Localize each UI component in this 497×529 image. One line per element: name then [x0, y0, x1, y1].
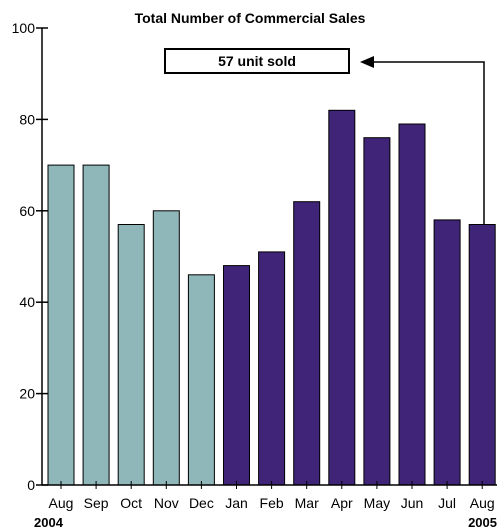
- bar-feb-6: [258, 251, 286, 486]
- x-tick-label: Aug: [49, 495, 74, 511]
- bar-dec-4: [187, 274, 215, 486]
- x-tick-label: May: [364, 495, 390, 511]
- y-tick-label: 0: [27, 477, 35, 493]
- x-tick-label: Jul: [438, 495, 456, 511]
- y-tick-label: 80: [19, 111, 35, 127]
- x-tick-label: Jan: [225, 495, 248, 511]
- x-tick-label: Sep: [84, 495, 109, 511]
- annotation-box: [164, 48, 350, 74]
- bar-aug-0: [47, 164, 75, 486]
- x-tick-label: Oct: [120, 495, 142, 511]
- y-tick-label: 60: [19, 203, 35, 219]
- bar-jan-5: [223, 265, 250, 486]
- x-tick-label: Nov: [154, 495, 179, 511]
- x-tick-label: Aug: [470, 495, 495, 511]
- x-tick-label: Mar: [295, 495, 319, 511]
- y-tick-label: 20: [19, 386, 35, 402]
- chart-title: Total Number of Commercial Sales: [135, 10, 366, 26]
- y-tick-label: 40: [19, 294, 35, 310]
- bar-jul-11: [433, 219, 461, 486]
- year-label-2005: 2005: [468, 515, 497, 529]
- bar-oct-2: [117, 224, 145, 486]
- bar-sep-1: [82, 164, 110, 486]
- x-tick-label: Feb: [260, 495, 284, 511]
- year-label-2004: 2004: [34, 515, 64, 529]
- bars-group: [47, 109, 496, 486]
- bar-aug-12: [468, 224, 496, 486]
- bar-may-9: [363, 137, 391, 486]
- x-tick-label: Jun: [401, 495, 424, 511]
- x-tick-label: Apr: [331, 495, 353, 511]
- y-tick-label: 100: [12, 20, 36, 36]
- annotation-label: 57 unit sold: [218, 53, 296, 69]
- annotation-arrowhead: [360, 56, 374, 68]
- bar-nov-3: [152, 210, 180, 486]
- bar-jun-10: [398, 123, 426, 486]
- y-ticks-group: 0 20 40 60 80 100: [12, 20, 48, 493]
- x-ticks-group: Aug Sep Oct Nov Dec Jan Feb Mar Apr May Jun Jul Aug: [49, 481, 495, 511]
- annotation-connector: [372, 61, 485, 224]
- bar-mar-7: [293, 201, 321, 486]
- annotation: 57 unit sold: [164, 48, 485, 224]
- bar-apr-8: [328, 109, 356, 486]
- x-tick-label: Dec: [189, 495, 214, 511]
